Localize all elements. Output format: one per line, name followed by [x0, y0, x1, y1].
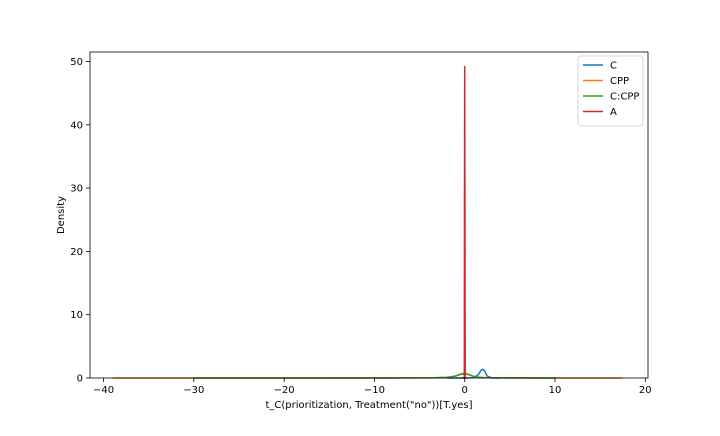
legend-box [577, 55, 644, 127]
x-tick-label: −40 [93, 385, 114, 396]
y-tick-label: 0 [77, 374, 83, 385]
y-tick-label: 40 [70, 120, 83, 131]
y-tick-label: 10 [70, 310, 83, 321]
plot-frame [89, 51, 649, 379]
y-tick-label: 20 [70, 247, 83, 258]
legend-label: CPP [610, 76, 629, 87]
legend-label: C [610, 61, 617, 72]
x-axis-label: t_C(prioritization, Treatment("no"))[T.y… [265, 400, 472, 411]
legend-label: A [610, 107, 617, 118]
plot-area [90, 52, 648, 378]
x-axis: −40 −30 −20 −10 0 10 20 [93, 378, 652, 396]
x-tick-label: 20 [639, 385, 652, 396]
x-tick-label: −10 [364, 385, 385, 396]
y-axis: 0 10 20 30 40 50 [70, 57, 90, 385]
legend-label: C:CPP [610, 92, 639, 103]
y-tick-label: 30 [70, 184, 83, 195]
x-tick-label: 10 [549, 385, 562, 396]
legend: C CPP C:CPP A [577, 55, 644, 127]
y-tick-label: 50 [70, 57, 83, 68]
x-tick-label: −20 [274, 385, 295, 396]
y-axis-label: Density [56, 196, 67, 234]
x-tick-label: 0 [462, 385, 468, 396]
x-tick-label: −30 [183, 385, 204, 396]
